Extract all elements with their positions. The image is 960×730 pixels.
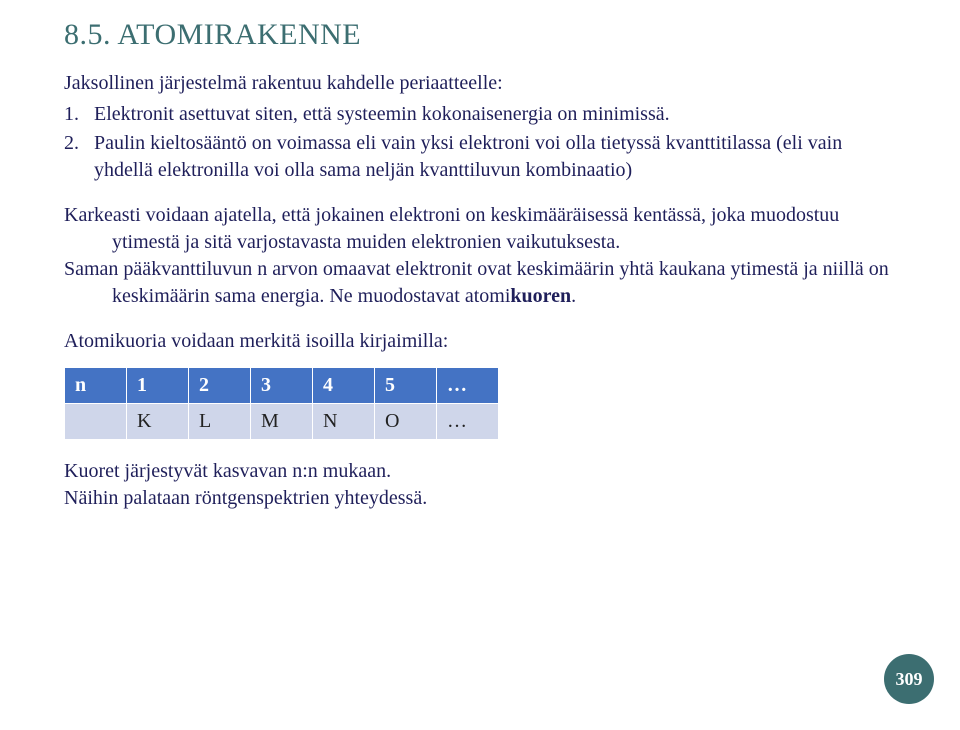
table-cell: … [437, 368, 499, 404]
table-cell: … [437, 404, 499, 440]
list-number: 1. [64, 101, 84, 128]
table: n 1 2 3 4 5 … K L M N O … [64, 367, 499, 440]
intro-text: Jaksollinen järjestelmä rakentuu kahdell… [64, 70, 896, 97]
page-number: 309 [896, 669, 923, 690]
table-cell: M [251, 404, 313, 440]
table-cell: K [127, 404, 189, 440]
table-row: K L M N O … [65, 404, 499, 440]
page-title: 8.5. ATOMIRAKENNE [64, 18, 896, 52]
list-text: Elektronit asettuvat siten, että systeem… [94, 101, 896, 128]
para-text: Saman pääkvanttiluvun n arvon omaavat el… [64, 258, 889, 307]
table-cell: L [189, 404, 251, 440]
slide: 8.5. ATOMIRAKENNE Jaksollinen järjestelm… [0, 0, 960, 730]
shell-table: n 1 2 3 4 5 … K L M N O … [64, 367, 896, 440]
para-text: . [571, 285, 576, 307]
paragraph: Saman pääkvanttiluvun n arvon omaavat el… [64, 256, 896, 310]
para-bold: kuoren [510, 285, 571, 307]
table-cell: 4 [313, 368, 375, 404]
closing-text: Näihin palataan röntgenspektrien yhteyde… [64, 485, 896, 512]
table-cell: n [65, 368, 127, 404]
closing-text: Kuoret järjestyvät kasvavan n:n mukaan. [64, 458, 896, 485]
list-number: 2. [64, 130, 84, 184]
list-item: 2. Paulin kieltosääntö on voimassa eli v… [64, 130, 896, 184]
table-cell [65, 404, 127, 440]
paragraph: Karkeasti voidaan ajatella, että jokaine… [64, 202, 896, 256]
table-cell: N [313, 404, 375, 440]
table-cell: 1 [127, 368, 189, 404]
table-cell: 3 [251, 368, 313, 404]
table-cell: 2 [189, 368, 251, 404]
table-row: n 1 2 3 4 5 … [65, 368, 499, 404]
page-number-badge: 309 [884, 654, 934, 704]
spacer [64, 184, 896, 202]
list-item: 1. Elektronit asettuvat siten, että syst… [64, 101, 896, 128]
spacer [64, 310, 896, 328]
list-text: Paulin kieltosääntö on voimassa eli vain… [94, 130, 896, 184]
table-cell: 5 [375, 368, 437, 404]
table-intro: Atomikuoria voidaan merkitä isoilla kirj… [64, 328, 896, 355]
table-cell: O [375, 404, 437, 440]
